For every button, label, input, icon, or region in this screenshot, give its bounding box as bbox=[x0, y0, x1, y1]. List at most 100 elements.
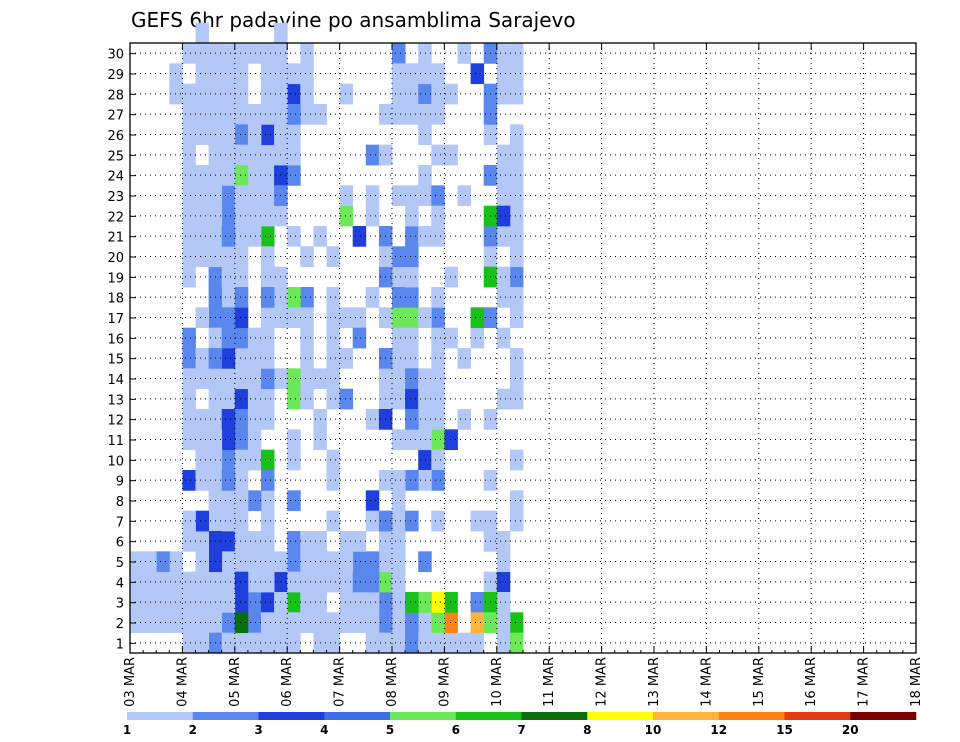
legend-label: 20 bbox=[842, 723, 859, 737]
cell bbox=[287, 490, 301, 512]
legend-swatch bbox=[587, 712, 654, 720]
cell bbox=[392, 571, 406, 593]
cell bbox=[431, 144, 445, 166]
cell bbox=[365, 185, 380, 207]
cell bbox=[287, 388, 301, 410]
legend-label: 5 bbox=[386, 723, 394, 737]
cell bbox=[261, 571, 275, 593]
cell bbox=[261, 287, 275, 308]
cell bbox=[300, 348, 314, 369]
cell bbox=[247, 144, 262, 166]
legend-swatch bbox=[653, 712, 720, 720]
cell bbox=[352, 551, 367, 573]
cell bbox=[143, 592, 157, 613]
cell bbox=[431, 226, 445, 247]
cell bbox=[418, 368, 432, 390]
cell bbox=[431, 388, 445, 410]
legend-swatch bbox=[192, 712, 259, 720]
cell bbox=[405, 470, 419, 491]
cell bbox=[182, 592, 196, 613]
cell bbox=[182, 470, 196, 491]
y-tick-label: 1 bbox=[116, 637, 124, 652]
cell bbox=[195, 470, 209, 491]
cell bbox=[221, 409, 236, 430]
cell bbox=[339, 185, 354, 207]
cell bbox=[496, 83, 511, 105]
cell bbox=[509, 43, 524, 64]
cell bbox=[156, 571, 170, 593]
x-tick-label: 14 MAR bbox=[699, 657, 714, 707]
cell bbox=[405, 246, 419, 268]
cell bbox=[326, 551, 340, 573]
cell bbox=[182, 83, 196, 105]
cell bbox=[392, 551, 406, 573]
cell bbox=[234, 612, 249, 634]
cell bbox=[182, 348, 196, 369]
cell bbox=[339, 612, 354, 634]
cell bbox=[221, 83, 236, 105]
cell bbox=[392, 246, 406, 268]
cell bbox=[130, 612, 144, 634]
cell bbox=[221, 226, 236, 247]
cell bbox=[234, 409, 249, 430]
cell bbox=[509, 83, 524, 105]
cell bbox=[418, 592, 432, 613]
cell bbox=[195, 165, 209, 186]
cell bbox=[234, 470, 249, 491]
cell bbox=[182, 266, 196, 288]
cell bbox=[221, 307, 236, 329]
y-tick-label: 21 bbox=[107, 231, 124, 246]
cell bbox=[431, 368, 445, 390]
cell bbox=[234, 348, 249, 369]
cell bbox=[221, 470, 236, 491]
cell bbox=[326, 510, 340, 532]
cell bbox=[234, 226, 249, 247]
cell bbox=[247, 226, 262, 247]
cell bbox=[431, 185, 445, 207]
cell bbox=[457, 632, 471, 654]
cell bbox=[247, 409, 262, 430]
cell bbox=[365, 632, 380, 654]
cell bbox=[444, 266, 458, 288]
cell bbox=[365, 490, 380, 512]
cell bbox=[405, 368, 419, 390]
cell bbox=[300, 612, 314, 634]
cell bbox=[234, 144, 249, 166]
cell bbox=[392, 307, 406, 329]
cell bbox=[261, 409, 275, 430]
cell bbox=[405, 429, 419, 451]
x-tick-label: 04 MAR bbox=[175, 657, 190, 707]
cell bbox=[182, 388, 196, 410]
cell bbox=[300, 287, 314, 308]
cell bbox=[182, 246, 196, 268]
y-tick-label: 19 bbox=[107, 271, 124, 286]
x-tick-label: 16 MAR bbox=[804, 657, 819, 707]
cell bbox=[418, 409, 432, 430]
cell bbox=[405, 266, 419, 288]
y-tick-label: 3 bbox=[116, 597, 124, 612]
cell bbox=[195, 83, 209, 105]
cell bbox=[392, 185, 406, 207]
cell bbox=[182, 165, 196, 186]
cell bbox=[392, 632, 406, 654]
x-tick-label: 11 MAR bbox=[542, 657, 557, 707]
cell bbox=[509, 287, 524, 308]
cell bbox=[496, 327, 511, 349]
cell bbox=[496, 266, 511, 288]
cell bbox=[326, 632, 340, 654]
cell bbox=[182, 429, 196, 451]
x-tick-label: 08 MAR bbox=[385, 657, 400, 707]
cell bbox=[221, 388, 236, 410]
cell bbox=[261, 83, 275, 105]
legend-swatch bbox=[324, 712, 391, 720]
cell bbox=[326, 571, 340, 593]
legend-swatch bbox=[258, 712, 325, 720]
cell bbox=[287, 165, 301, 186]
cell bbox=[339, 83, 354, 105]
cell bbox=[392, 348, 406, 369]
cell bbox=[234, 83, 249, 105]
cell bbox=[509, 490, 524, 512]
x-tick-label: 17 MAR bbox=[857, 657, 872, 707]
cell bbox=[287, 124, 301, 146]
